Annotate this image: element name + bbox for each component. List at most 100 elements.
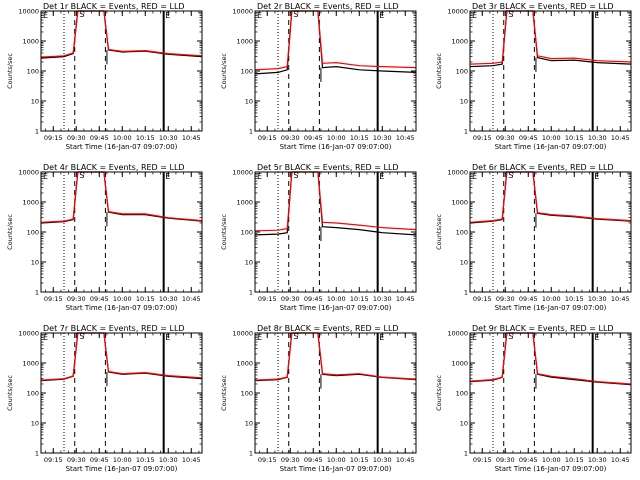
series-lld [254,171,417,232]
x-tick-label: 10:15 [136,134,155,142]
y-tick-label: 100 [27,229,39,237]
panel-9: Det 9r BLACK = Events, RED = LLD Counts/s… [435,324,632,473]
y-tick-label: 10 [245,259,253,267]
plot-frame [254,10,417,132]
x-axis-label: Start Time (16-Jan-07 09:07:00) [280,304,392,312]
x-tick-label: 10:15 [565,295,584,303]
x-axis-label: Start Time (16-Jan-07 09:07:00) [280,465,392,473]
x-tick-label: 10:00 [542,134,561,142]
panel-6: Det 6r BLACK = Events, RED = LLD Counts/s… [435,163,632,312]
y-tick-label: 1 [249,289,253,297]
x-tick-label: 10:00 [542,295,561,303]
x-tick-label: 09:30 [496,456,515,464]
marker-left: E [472,11,477,20]
x-axis-label: Start Time (16-Jan-07 09:07:00) [495,304,607,312]
marker-center: S [508,171,513,180]
x-tick-label: 09:45 [304,295,323,303]
panel-7: Det 7r BLACK = Events, RED = LLD Counts/s… [6,324,203,473]
y-tick-label: 100 [27,68,39,76]
x-tick-label: 09:30 [67,295,86,303]
panel-8: Det 8r BLACK = Events, RED = LLD Counts/s… [220,324,417,473]
x-tick-label: 10:30 [373,295,392,303]
x-axis-label: Start Time (16-Jan-07 09:07:00) [280,143,392,151]
series-events [469,171,632,224]
y-tick-label: 10000 [447,8,468,16]
plot-frame [40,332,203,454]
x-axis-label: Start Time (16-Jan-07 09:07:00) [66,304,178,312]
panel-2: Det 2r BLACK = Events, RED = LLD Counts/s… [220,2,417,151]
y-axis-label: Counts/sec [435,214,443,250]
panel-4: Det 4r BLACK = Events, RED = LLD Counts/s… [6,163,203,312]
y-tick-label: 1000 [236,199,253,207]
y-tick-label: 100 [27,390,39,398]
y-tick-label: 10000 [232,169,253,177]
y-tick-label: 1 [35,450,39,458]
marker-center: S [79,332,84,341]
series-events [40,171,203,224]
x-tick-label: 09:15 [44,295,63,303]
y-tick-label: 10000 [447,169,468,177]
x-tick-label: 10:15 [350,456,369,464]
y-tick-label: 1 [464,289,468,297]
panel-1: Det 1r BLACK = Events, RED = LLD Counts/s… [6,2,203,151]
series-lld [40,332,203,381]
marker-right: E [379,172,384,181]
x-tick-label: 10:45 [182,456,201,464]
x-tick-label: 09:30 [496,134,515,142]
y-tick-label: 10 [31,259,39,267]
marker-left: E [43,333,48,342]
x-tick-label: 09:45 [304,456,323,464]
x-tick-label: 10:45 [396,295,415,303]
y-tick-label: 1000 [236,38,253,46]
marker-right: E [165,11,170,20]
y-tick-label: 10 [245,420,253,428]
panel-3: Det 3r BLACK = Events, RED = LLD Counts/s… [435,2,632,151]
panel-title: Det 5r BLACK = Events, RED = LLD [257,163,399,172]
x-tick-label: 10:45 [182,295,201,303]
y-tick-label: 1000 [451,38,468,46]
y-tick-label: 1000 [236,360,253,368]
x-tick-label: 09:45 [304,134,323,142]
marker-right: E [594,333,599,342]
series-lld [469,10,632,65]
x-tick-label: 10:30 [159,134,178,142]
panel-title: Det 9r BLACK = Events, RED = LLD [472,324,614,333]
marker-center: S [79,10,84,19]
y-tick-label: 10 [460,98,468,106]
y-tick-label: 1000 [22,199,39,207]
y-tick-label: 1 [249,128,253,136]
panel-title: Det 3r BLACK = Events, RED = LLD [472,2,614,11]
plot-frame [254,332,417,454]
marker-center: S [508,10,513,19]
x-tick-label: 10:15 [136,295,155,303]
x-tick-label: 10:45 [396,134,415,142]
series-events [254,171,417,236]
x-tick-label: 09:15 [258,295,277,303]
x-tick-label: 10:45 [182,134,201,142]
series-lld [254,10,417,71]
y-tick-label: 1000 [22,360,39,368]
series-events [254,332,417,382]
x-tick-label: 10:30 [159,295,178,303]
y-tick-label: 10 [31,420,39,428]
x-tick-label: 10:45 [611,456,630,464]
y-tick-label: 100 [241,390,253,398]
x-tick-label: 09:45 [519,134,538,142]
x-tick-label: 09:30 [281,134,300,142]
y-axis-label: Counts/sec [6,375,14,411]
y-axis-label: Counts/sec [220,375,228,411]
plot-frame [40,10,203,132]
x-tick-label: 09:15 [473,134,492,142]
y-tick-label: 1000 [451,199,468,207]
x-tick-label: 09:30 [67,456,86,464]
marker-right: E [165,333,170,342]
y-tick-label: 10 [245,98,253,106]
y-tick-label: 100 [456,390,468,398]
plot-frame [469,332,632,454]
x-axis-label: Start Time (16-Jan-07 09:07:00) [66,143,178,151]
series-lld [40,171,203,223]
series-lld [469,332,632,385]
marker-center: S [293,171,298,180]
series-lld [40,10,203,58]
